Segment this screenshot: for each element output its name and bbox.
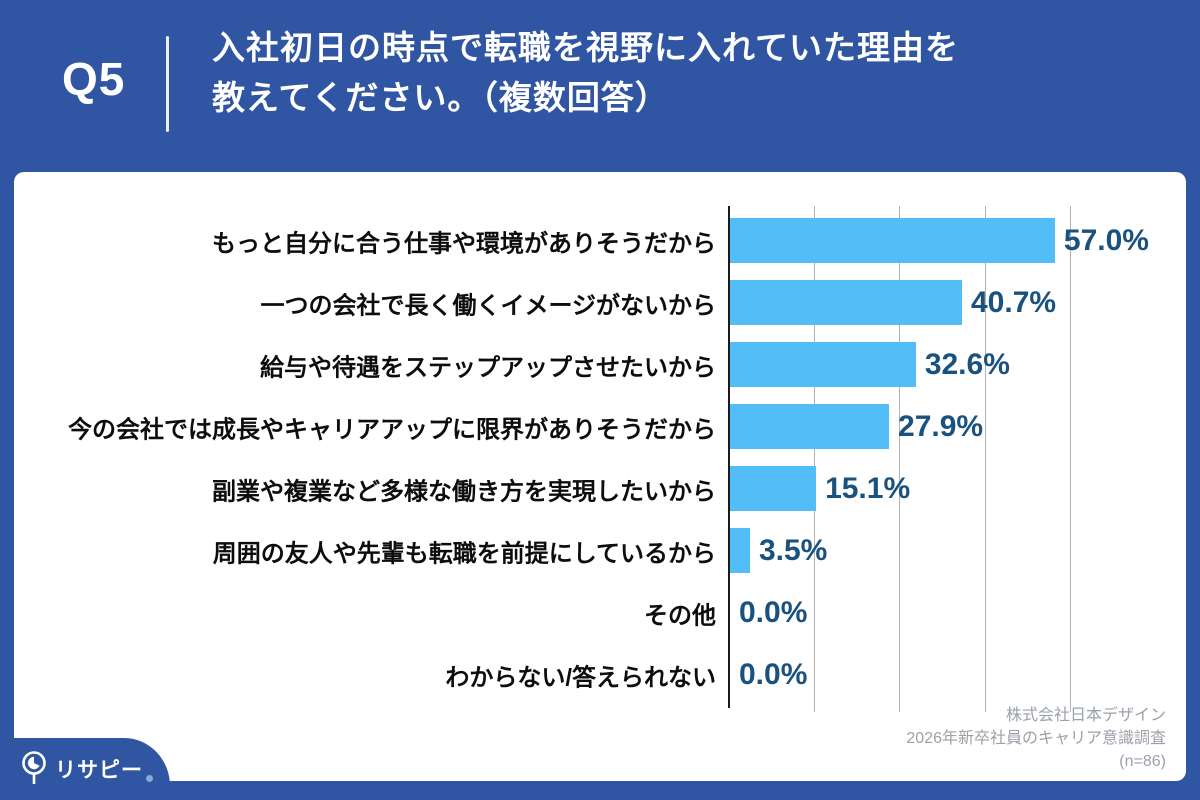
header-divider [166,36,169,132]
risapi-logo-icon [20,750,48,788]
title-line-1: 入社初日の時点で転職を視野に入れていた理由を [212,29,960,66]
chart-row: もっと自分に合う仕事や環境がありそうだから 57.0% [14,218,1186,263]
category-label: 一つの会社で長く働くイメージがないから [260,292,716,319]
title-line-2: 教えてください。（複数回答） [212,79,669,116]
source-note: 株式会社日本デザイン 2026年新卒社員のキャリア意識調査 (n=86) [906,704,1166,773]
value-label: 32.6% [924,347,1010,381]
chart-row: その他 0.0% [14,590,1186,635]
source-survey-name: 2026年新卒社員のキャリア意識調査 [906,730,1166,747]
value-label: 57.0% [1063,223,1149,257]
bar [730,280,962,325]
category-label: 副業や複業など多様な働き方を実現したいから [212,478,716,505]
source-sample-size: (n=86) [1119,753,1166,770]
bar [730,404,889,449]
gridline [1070,206,1071,712]
chart-card: もっと自分に合う仕事や環境がありそうだから 57.0% 一つの会社で長く働くイメージ… [14,172,1186,781]
value-label: 27.9% [898,409,984,443]
value-label: 15.1% [825,471,911,505]
category-label: その他 [644,602,716,629]
bar [730,466,817,511]
category-label: 周囲の友人や先輩も転職を前提にしているから [212,540,716,567]
value-label: 40.7% [970,285,1057,319]
brand-ribbon: リサピー [0,738,170,800]
chart-row: 給与や待遇をステップアップさせたいから 32.6% [14,342,1186,387]
gridline [814,206,815,712]
value-label: 0.0% [739,595,808,629]
source-company: 株式会社日本デザイン [1005,707,1166,724]
chart-row: 周囲の友人や先輩も転職を前提にしているから 3.5% [14,528,1186,573]
chart-row: わからない/答えられない 0.0% [14,652,1186,697]
chart-row: 副業や複業など多様な働き方を実現したいから 15.1% [14,466,1186,511]
value-label: 3.5% [758,533,828,567]
chart-row: 一つの会社で長く働くイメージがないから 40.7% [14,280,1186,325]
category-label: 今の会社では成長やキャリアアップに限界がありそうだから [68,416,716,443]
survey-question-title: 入社初日の時点で転職を視野に入れていた理由を 教えてください。（複数回答） [212,23,959,123]
y-axis-line [728,206,730,708]
bar [730,342,916,387]
category-label: わからない/答えられない [445,664,716,691]
brand-dot [146,774,153,782]
category-label: もっと自分に合う仕事や環境がありそうだから [212,230,716,257]
chart-row: 今の会社では成長やキャリアアップに限界がありそうだから 27.9% [14,404,1186,449]
bar [730,528,750,573]
question-number: Q5 [62,53,126,105]
bar [730,218,1055,263]
category-label: 給与や待遇をステップアップさせたいから [260,354,716,381]
gridline [985,206,986,712]
value-label: 0.0% [739,657,808,691]
brand-name: リサピー [55,759,143,782]
gridline [899,206,900,712]
header: Q5 入社初日の時点で転職を視野に入れていた理由を 教えてください。（複数回答） [0,0,1200,172]
